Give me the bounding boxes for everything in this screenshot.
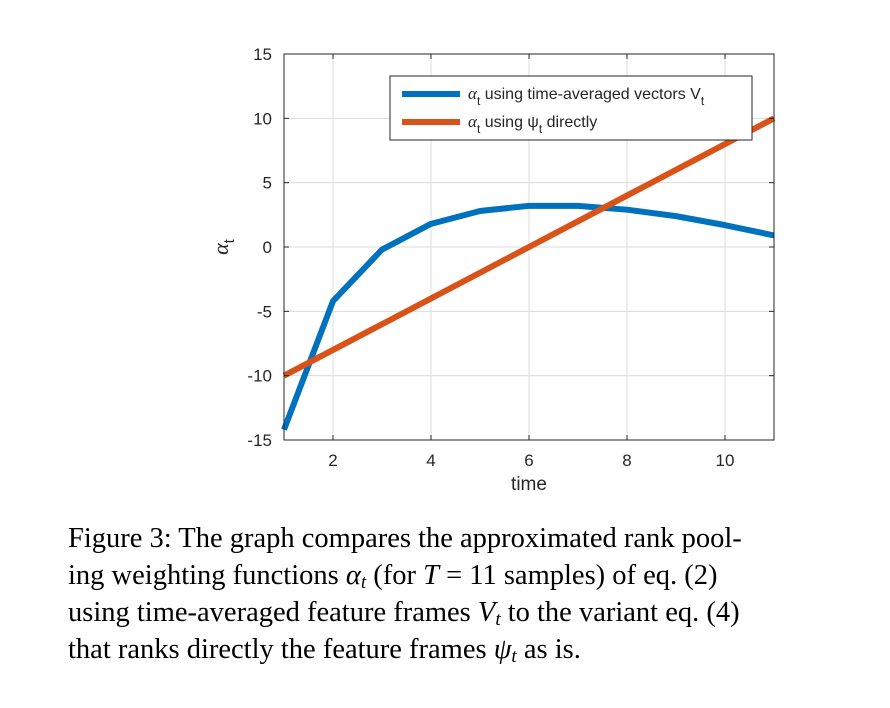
caption-math-alpha: α — [345, 560, 361, 591]
x-axis-label: time — [511, 474, 547, 495]
y-tick-label: 15 — [253, 45, 272, 64]
caption-math-T: T — [423, 560, 439, 591]
y-tick-label: 5 — [263, 174, 272, 193]
series-lines — [281, 115, 776, 431]
x-tick-label: 4 — [426, 451, 435, 470]
y-tick-label: -10 — [247, 367, 272, 386]
axis-ticks: 2 4 6 8 10 -15 -10 -5 0 5 10 15 — [247, 45, 774, 470]
x-tick-label: 8 — [622, 451, 631, 470]
caption-text: that ranks directly the feature frames — [68, 634, 494, 665]
y-tick-label: -15 — [247, 431, 272, 450]
caption-line-1: Figure 3: The graph compares the approxi… — [68, 523, 742, 554]
legend-label-2: αt using ψt directly — [468, 112, 597, 136]
y-axis-label-subscript: t — [221, 238, 238, 243]
y-tick-label: -5 — [257, 302, 272, 321]
x-tick-label: 2 — [328, 451, 337, 470]
series-line-1 — [281, 202, 775, 431]
caption-text: ing weighting functions — [68, 560, 346, 591]
y-tick-label: 0 — [263, 238, 272, 257]
series-line-2 — [282, 115, 776, 379]
x-tick-label: 10 — [716, 451, 735, 470]
y-tick-label: 10 — [253, 109, 272, 128]
y-axis-label: αt — [208, 238, 238, 255]
legend-label-1: αt using time-averaged vectors Vt — [468, 84, 705, 108]
caption-text: to the variant eq. (4) — [500, 597, 740, 628]
caption-line-4: that ranks directly the feature frames ψ… — [68, 631, 868, 668]
caption-text: as is. — [516, 634, 581, 665]
caption-text: (for — [366, 560, 424, 591]
caption-math-sub: t — [511, 646, 517, 667]
x-tick-label: 6 — [524, 451, 533, 470]
caption-math-sub: t — [360, 572, 367, 593]
legend-box — [389, 75, 753, 141]
caption-math-psi: ψ — [493, 634, 512, 665]
caption-text: using time-averaged feature frames — [68, 597, 478, 628]
caption-line-3: using time-averaged feature frames Vt to… — [68, 594, 868, 631]
y-axis-label-symbol: α — [208, 243, 233, 255]
caption-text: = 11 samples) of eq. (2) — [438, 560, 718, 591]
chart: 2 4 6 8 10 -15 -10 -5 0 5 10 15 time αt αt using ti… — [208, 45, 776, 495]
caption-math-sub: t — [495, 609, 501, 630]
caption-line-2: ing weighting functions αt (for T = 11 s… — [68, 557, 868, 594]
caption-math-V: V — [477, 597, 496, 628]
figure-caption: Figure 3: The graph compares the approxi… — [68, 520, 868, 668]
legend: αt using time-averaged vectors Vt αt usin… — [389, 75, 753, 141]
